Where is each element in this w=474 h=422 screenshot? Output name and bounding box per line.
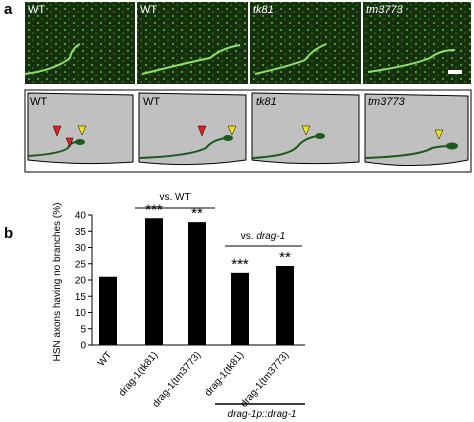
cell-body [75, 139, 85, 145]
y-tick-label: 5 [80, 324, 86, 335]
micrographs [24, 2, 471, 84]
diagram-label: WT [143, 96, 160, 108]
micrograph-label: tk81 [253, 4, 274, 16]
rescue-label: drag-1p::drag-1 [228, 409, 297, 420]
comparison-prefix: vs. [241, 231, 254, 242]
panel-letter: a [4, 1, 13, 18]
arrowhead-red [52, 125, 207, 148]
diagram-label: tm3773 [368, 96, 406, 108]
comparison-label: vs. drag-1 [241, 231, 285, 242]
arrowhead-yellow [77, 125, 444, 140]
y-axis-title: HSN axons having no branches (%) [52, 203, 63, 362]
diagrams [24, 89, 472, 173]
panel-letter: b [4, 225, 13, 242]
bar [276, 266, 294, 345]
bar [145, 218, 163, 345]
significance: ** [191, 205, 203, 222]
y-tick-label: 40 [75, 211, 87, 222]
scale-bar [448, 70, 462, 74]
cell-body [315, 133, 325, 139]
significance: ** [279, 249, 291, 266]
neuron [24, 43, 456, 75]
comparison-label: vs. WT [159, 192, 190, 203]
cell-body [223, 135, 233, 141]
cell-body [446, 142, 458, 150]
axon [27, 135, 453, 159]
x-tick-label: WT [96, 350, 114, 369]
comparison-gene: WT [175, 192, 191, 203]
comparison-prefix: vs. [159, 192, 172, 203]
bar [188, 222, 206, 345]
diagram-label: WT [30, 96, 47, 108]
x-tick-label: drag-1(tm3773) [239, 350, 292, 410]
y-tick-label: 30 [75, 243, 87, 254]
micrograph-label: tm3773 [366, 4, 404, 16]
y-tick-label: 15 [75, 292, 87, 303]
x-tick-label: drag-1(tk81) [117, 350, 160, 399]
y-tick-label: 35 [75, 227, 87, 238]
diagram-label: tk81 [256, 96, 277, 108]
comparison-gene: drag-1 [256, 231, 285, 242]
y-tick-label: 20 [75, 276, 87, 287]
significance: *** [231, 256, 249, 273]
bar [231, 272, 249, 345]
micrograph-label: WT [28, 4, 45, 16]
y-tick-label: 0 [80, 341, 86, 352]
x-tick-label: drag-1(tk81) [203, 350, 246, 399]
y-tick-label: 25 [75, 259, 87, 270]
micrograph-label: WT [140, 4, 157, 16]
y-tick-label: 10 [75, 308, 87, 319]
significance: *** [145, 201, 163, 218]
bar [99, 276, 117, 345]
worm-body [27, 92, 469, 167]
